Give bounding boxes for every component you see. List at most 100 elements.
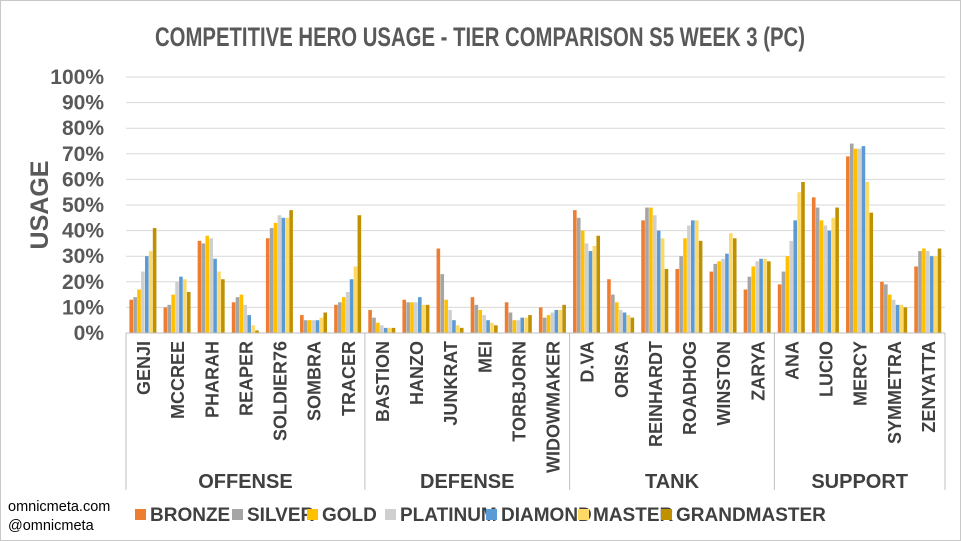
bar	[448, 309, 452, 333]
bar	[622, 312, 627, 333]
bar	[538, 307, 543, 333]
bar	[865, 181, 870, 333]
bar	[512, 320, 517, 333]
bar	[811, 197, 816, 333]
bar	[891, 299, 896, 333]
bar	[660, 238, 665, 333]
bar	[383, 327, 388, 333]
x-tick-label: ROADHOG	[680, 341, 700, 435]
bar	[456, 325, 460, 333]
bar	[584, 243, 589, 333]
bar	[406, 302, 410, 333]
legend-swatch	[135, 509, 146, 520]
bar	[349, 279, 354, 333]
bar	[273, 222, 278, 333]
bar	[664, 269, 669, 333]
bar	[835, 207, 839, 333]
y-tick-label: 100%	[50, 66, 104, 89]
y-tick-label: 0%	[74, 322, 105, 345]
bar	[421, 304, 426, 333]
bar	[528, 315, 532, 333]
legend-label: GRANDMASTER	[676, 505, 826, 526]
bar	[303, 320, 308, 333]
bar	[520, 317, 524, 333]
bar	[785, 256, 790, 333]
bar	[546, 315, 551, 333]
bar	[414, 302, 418, 333]
bar	[588, 251, 593, 333]
bar	[323, 312, 328, 333]
bar	[205, 235, 210, 333]
bar	[903, 307, 908, 333]
bar	[687, 225, 691, 333]
bar	[922, 248, 926, 333]
x-tick-label: REAPER	[236, 341, 256, 416]
bar	[887, 294, 892, 333]
x-tick-label: ORISA	[612, 341, 632, 398]
bar	[596, 235, 601, 333]
y-tick-label: 30%	[62, 245, 104, 268]
bar	[474, 304, 479, 333]
bar	[933, 256, 938, 333]
bar	[652, 215, 657, 333]
bar	[849, 143, 854, 333]
bar	[918, 251, 922, 333]
bar	[478, 309, 483, 333]
bar	[504, 302, 509, 333]
bar	[717, 261, 721, 333]
bar	[925, 251, 930, 333]
bar	[789, 240, 794, 333]
bar	[145, 256, 149, 333]
bar	[269, 228, 274, 333]
bar	[440, 274, 445, 333]
bar	[334, 304, 338, 333]
credits-handle[interactable]: @omnicmeta	[8, 518, 94, 534]
bar	[213, 258, 217, 333]
legend-label: GOLD	[322, 505, 377, 526]
bar	[524, 317, 528, 333]
bar	[255, 330, 259, 333]
x-tick-label: HANZO	[407, 341, 427, 405]
bar	[129, 299, 134, 333]
bar	[713, 263, 718, 333]
bar	[747, 276, 752, 333]
bar	[895, 304, 900, 333]
bar	[285, 217, 290, 333]
bar	[452, 320, 456, 333]
bar	[319, 317, 324, 333]
x-tick-label: ZENYATTA	[919, 341, 939, 433]
bar	[307, 320, 312, 333]
y-tick-label: 80%	[62, 117, 104, 140]
bar	[823, 225, 828, 333]
bar	[516, 320, 521, 333]
bar	[167, 304, 172, 333]
bar	[201, 243, 206, 333]
legend-label: MASTER	[593, 505, 674, 526]
legend-swatch	[232, 509, 243, 520]
bar	[797, 192, 801, 333]
bar	[163, 307, 168, 333]
bar	[614, 302, 619, 333]
bar	[846, 156, 850, 333]
x-tick-label: LUCIO	[817, 341, 837, 397]
bar	[675, 269, 680, 333]
bar	[592, 245, 597, 333]
y-tick-label: 10%	[62, 296, 104, 319]
chart-title: COMPETITIVE HERO USAGE - TIER COMPARISON…	[155, 22, 805, 52]
bar	[148, 251, 153, 333]
legend-label: BRONZE	[150, 505, 230, 526]
bar	[576, 217, 581, 333]
bar	[725, 253, 729, 333]
bar	[656, 230, 661, 333]
bar	[777, 284, 782, 333]
bar	[626, 315, 631, 333]
bar	[558, 309, 563, 333]
bar	[251, 325, 255, 333]
bar	[793, 220, 797, 333]
credits-site[interactable]: omnicmeta.com	[8, 499, 111, 515]
bar	[186, 292, 191, 333]
bar	[372, 317, 376, 333]
bar	[709, 271, 714, 333]
x-tick-label: TORBJORN	[509, 341, 529, 442]
bar	[345, 292, 350, 333]
